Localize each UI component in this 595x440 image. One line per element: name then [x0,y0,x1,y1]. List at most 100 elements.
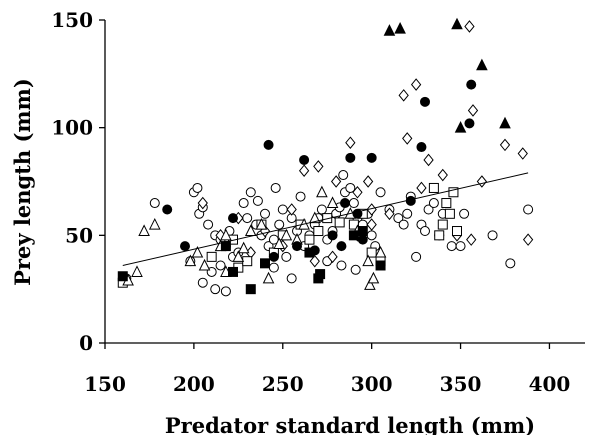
data-point-square [452,226,462,237]
data-point-triangle [273,237,286,249]
data-points [117,17,534,297]
data-point-circle [402,208,413,219]
data-point-circle [523,204,534,215]
data-point-square [357,226,368,237]
data-point-square [428,182,439,193]
data-point-triangle [364,278,376,290]
data-point-square [260,258,270,269]
data-point-square [313,226,324,237]
data-point-square [444,208,455,219]
data-point-triangle [316,185,328,198]
data-point-triangle [148,217,161,230]
data-point-square [375,260,386,271]
x-tick-label: 350 [440,372,482,396]
data-point-square [206,251,217,262]
data-point-square [304,247,315,258]
data-point-circle [338,170,349,181]
data-point-circle [245,187,256,198]
data-point-circle [420,226,430,237]
data-point-diamond [327,250,338,264]
data-point-triangle [499,116,511,129]
data-point-circle [295,191,306,202]
data-point-circle [416,142,427,153]
data-point-diamond [345,136,356,150]
data-point-circle [428,198,439,209]
data-point-diamond [402,132,413,145]
data-point-circle [286,273,297,284]
data-point-diamond [466,233,477,246]
data-point-diamond [410,78,422,91]
data-point-circle [149,198,160,209]
data-point-circle [466,79,477,90]
data-point-circle [268,262,279,273]
data-point-diamond [362,175,374,188]
data-point-circle [398,219,409,230]
data-point-triangle [191,245,204,258]
data-point-circle [238,198,249,209]
data-point-circle [281,251,292,262]
data-point-circle [180,241,190,252]
data-point-triangle [184,254,197,267]
data-point-triangle [138,224,150,237]
y-axis-title: Prey length (mm) [10,78,35,286]
data-point-circle [327,230,338,241]
data-point-circle [274,219,285,230]
data-point-circle [242,213,253,224]
data-point-square [304,234,315,245]
data-point-diamond [309,254,320,268]
data-point-triangle [362,254,374,267]
data-point-circle [252,195,263,206]
data-point-circle [345,182,356,193]
data-point-square [334,217,345,228]
data-point-circle [455,241,466,252]
data-point-circle [366,152,377,163]
y-tick-label: 50 [65,223,93,247]
data-point-diamond [366,218,377,231]
axes [104,20,585,344]
data-point-diamond [352,185,363,199]
data-point-diamond [499,138,511,152]
x-tick-label: 150 [84,372,126,396]
data-point-circle [268,251,279,262]
data-point-diamond [384,207,395,221]
data-point-circle [340,198,350,209]
data-point-diamond [467,104,479,117]
data-point-diamond [476,175,488,188]
data-point-square [437,219,448,230]
data-point-circle [411,251,422,262]
y-tick-label: 0 [79,331,93,355]
data-point-circle [464,118,475,129]
data-point-circle [197,277,208,288]
data-point-circle [203,219,214,230]
data-point-triangle [244,224,257,237]
data-point-circle [420,96,430,107]
data-point-triangle [262,271,275,284]
x-axis-title: Predator standard length (mm) [165,413,535,435]
data-point-triangle [374,245,387,258]
data-point-triangle [454,121,467,133]
data-point-circle [336,260,347,271]
data-point-diamond [517,147,528,160]
data-point-diamond [286,203,297,216]
data-point-triangle [476,58,488,71]
data-point-circle [299,154,310,165]
data-point-diamond [423,153,434,167]
data-point-circle [487,230,498,241]
data-point-circle [215,260,226,271]
data-point-square [348,230,359,241]
data-point-diamond [330,175,342,188]
data-point-circle [446,241,457,252]
x-tick-label: 300 [351,372,393,396]
data-point-square [315,269,326,280]
data-point-circle [292,241,302,252]
data-point-square [117,271,128,282]
x-tick-label: 400 [529,372,571,396]
y-tick-label: 100 [51,116,93,140]
data-point-triangle [451,17,463,30]
data-point-diamond [298,164,310,178]
data-point-triangle [367,271,380,284]
data-point-square [228,266,238,277]
data-point-triangle [326,196,339,209]
